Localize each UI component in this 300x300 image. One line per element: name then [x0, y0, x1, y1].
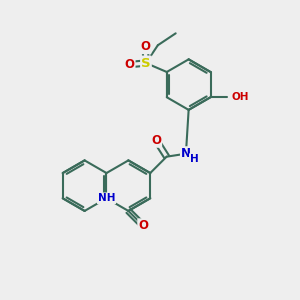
Text: O: O — [124, 58, 135, 71]
Text: O: O — [138, 219, 148, 232]
Text: NH: NH — [98, 193, 115, 203]
Text: OH: OH — [231, 92, 249, 102]
Text: N: N — [181, 147, 191, 160]
Text: O: O — [151, 134, 161, 147]
Text: O: O — [140, 40, 150, 53]
Text: H: H — [190, 154, 199, 164]
Text: S: S — [141, 57, 151, 70]
